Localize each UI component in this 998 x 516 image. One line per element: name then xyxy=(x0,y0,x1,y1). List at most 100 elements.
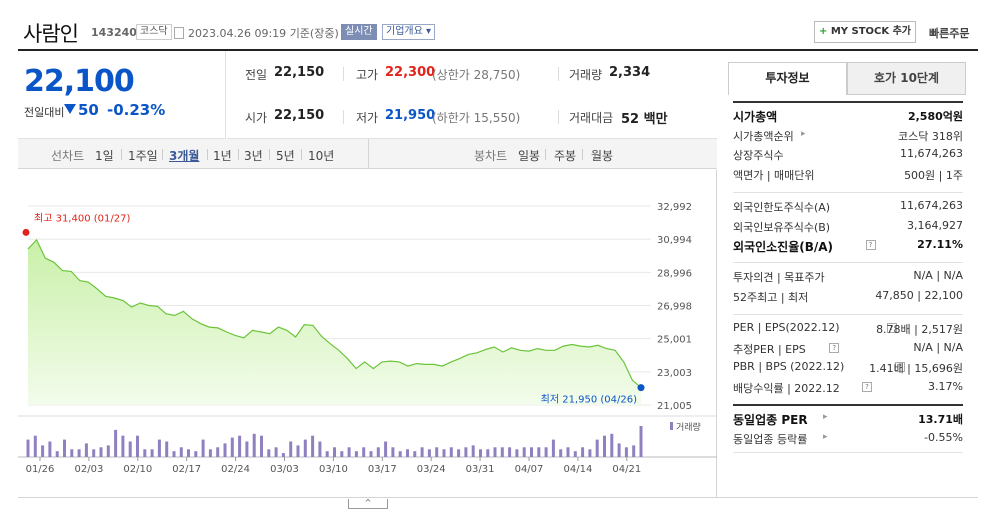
info-row: 동일업종 PER ▸ 13.71배 xyxy=(733,411,963,429)
stats-panel xyxy=(227,51,717,139)
x-tick-label: 03/31 xyxy=(466,464,495,475)
info-row: 외국인한도주식수(A) 11,674,263 xyxy=(733,199,963,217)
info-row: 52주최고 | 최저 47,850 | 22,100 xyxy=(733,289,963,307)
quick-order-link[interactable]: 빠른주문 xyxy=(929,27,970,40)
info-label: 배당수익률 | 2022.12 xyxy=(733,381,840,395)
info-label: 외국인한도주식수(A) xyxy=(733,201,831,214)
y-tick-label: 23,003 xyxy=(657,368,692,379)
period-tab[interactable]: 10년 xyxy=(308,149,335,163)
chevron-right-icon[interactable]: ▸ xyxy=(801,128,806,139)
info-value: 500원 | 1주 xyxy=(904,168,963,182)
volume-bar xyxy=(544,447,548,457)
volume-bar xyxy=(106,445,110,457)
volume-bar xyxy=(136,435,139,457)
volume-bar xyxy=(41,445,45,457)
y-tick-label: 21,005 xyxy=(657,401,692,412)
period-tab[interactable]: 5년 xyxy=(276,149,295,163)
low-value: 21,950 xyxy=(385,108,436,123)
period-separator xyxy=(121,149,122,160)
info-value: 11,674,263 xyxy=(900,147,963,160)
volume-bar xyxy=(515,449,519,458)
volume-bar xyxy=(208,449,212,458)
live-button[interactable]: 실시간 xyxy=(341,24,377,40)
period-separator xyxy=(582,149,583,160)
info-label: PBR | BPS (2022.12) xyxy=(733,360,845,373)
volume-bar xyxy=(376,447,380,457)
y-tick-label: 32,992 xyxy=(657,202,692,213)
candle-period-tab[interactable]: 주봉 xyxy=(554,149,577,163)
info-divider xyxy=(733,452,963,453)
price-panel xyxy=(18,51,226,139)
plus-icon: + xyxy=(818,26,828,37)
volume-legend-swatch xyxy=(670,422,673,430)
info-label[interactable]: 동일업종 등락률 xyxy=(733,432,808,446)
period-tab[interactable]: 1일 xyxy=(95,149,114,163)
info-help-icon[interactable]: ? xyxy=(886,323,897,333)
info-help-icon[interactable]: ? xyxy=(829,342,840,353)
info-value: 11,674,263 xyxy=(900,199,963,212)
stock-code: 143240 xyxy=(91,26,137,39)
price-line xyxy=(27,238,642,389)
period-tab[interactable]: 1년 xyxy=(213,149,232,163)
info-value: 2,580억원 xyxy=(907,110,963,123)
add-mystock-button[interactable]: + MY STOCK 추가 xyxy=(814,21,916,43)
y-tick-label: 25,001 xyxy=(657,335,692,346)
info-help-icon[interactable]: ? xyxy=(894,362,905,372)
x-tick-label: 02/24 xyxy=(221,464,250,475)
info-help-icon[interactable]: ? xyxy=(865,240,876,250)
amount-value: 52 백만 xyxy=(621,112,668,127)
volume-bar xyxy=(121,435,125,457)
price-chart[interactable]: 32,992 30,994 28,996 26,998 25,001 23,003 21,0… xyxy=(18,170,717,498)
volume-bar xyxy=(48,441,52,457)
info-label[interactable]: 시가총액순위 xyxy=(733,129,794,143)
chart-area: 32,992 30,994 28,996 26,998 25,001 23,003 21,0… xyxy=(18,170,717,498)
info-value: 13.71배 xyxy=(918,413,963,426)
info-value: 1.41배 | 15,696원 xyxy=(869,362,963,375)
volume-label: 거래량 xyxy=(569,68,603,82)
volume-bar xyxy=(573,451,577,457)
volume-bar xyxy=(566,447,570,457)
info-label[interactable]: 동일업종 PER xyxy=(733,413,808,427)
collapse-chart-button[interactable]: ^ xyxy=(348,499,388,509)
volume-bar xyxy=(493,447,497,457)
price-change-pct: -0.23% xyxy=(107,101,166,119)
chevron-right-icon[interactable]: ▸ xyxy=(823,412,828,422)
chevron-right-icon[interactable]: ▸ xyxy=(823,431,828,442)
info-divider xyxy=(733,262,963,263)
tab-invest-info[interactable]: 투자정보 xyxy=(728,62,847,95)
volume-bar xyxy=(508,447,512,457)
x-tick-label: 03/17 xyxy=(368,464,397,475)
volume-bar xyxy=(55,451,59,457)
period-tab[interactable]: 3개월 xyxy=(169,149,200,163)
period-separator xyxy=(269,149,270,160)
volume-bar xyxy=(128,441,132,457)
volume-bar xyxy=(486,449,490,458)
volume-bar xyxy=(595,439,599,457)
info-help-icon[interactable]: ? xyxy=(862,381,872,392)
info-label: 상장주식수 xyxy=(733,149,784,162)
volume-bar xyxy=(340,451,344,457)
high-label: 고가 xyxy=(356,68,379,82)
volume-bar xyxy=(588,449,592,458)
period-separator xyxy=(162,149,163,160)
volume-bar xyxy=(172,451,176,457)
current-price: 22,100 xyxy=(24,64,135,99)
candle-period-tab[interactable]: 월봉 xyxy=(591,149,614,163)
volume-bar xyxy=(201,439,205,457)
volume-bar xyxy=(303,439,307,457)
volume-bar xyxy=(384,441,388,457)
info-label: 외국인보유주식수(B) xyxy=(733,220,831,234)
period-tab[interactable]: 1주일 xyxy=(128,149,158,163)
chevron-down-icon: ▾ xyxy=(426,26,432,37)
volume-bar xyxy=(522,447,526,457)
price-area xyxy=(28,239,641,405)
amount-label: 거래대금 xyxy=(569,111,614,125)
company-info-dropdown[interactable]: 기업개요 ▾ xyxy=(382,24,436,40)
tab-hoga[interactable]: 호가 10단계 xyxy=(847,62,966,95)
candle-period-tab[interactable]: 일봉 xyxy=(518,149,541,163)
info-value: 27.11% xyxy=(917,238,963,251)
period-tab[interactable]: 3년 xyxy=(244,149,263,163)
volume-bar xyxy=(70,449,74,458)
info-row: 시가총액순위 ▸ 코스닥 318위 xyxy=(733,128,963,146)
info-divider xyxy=(733,404,963,406)
